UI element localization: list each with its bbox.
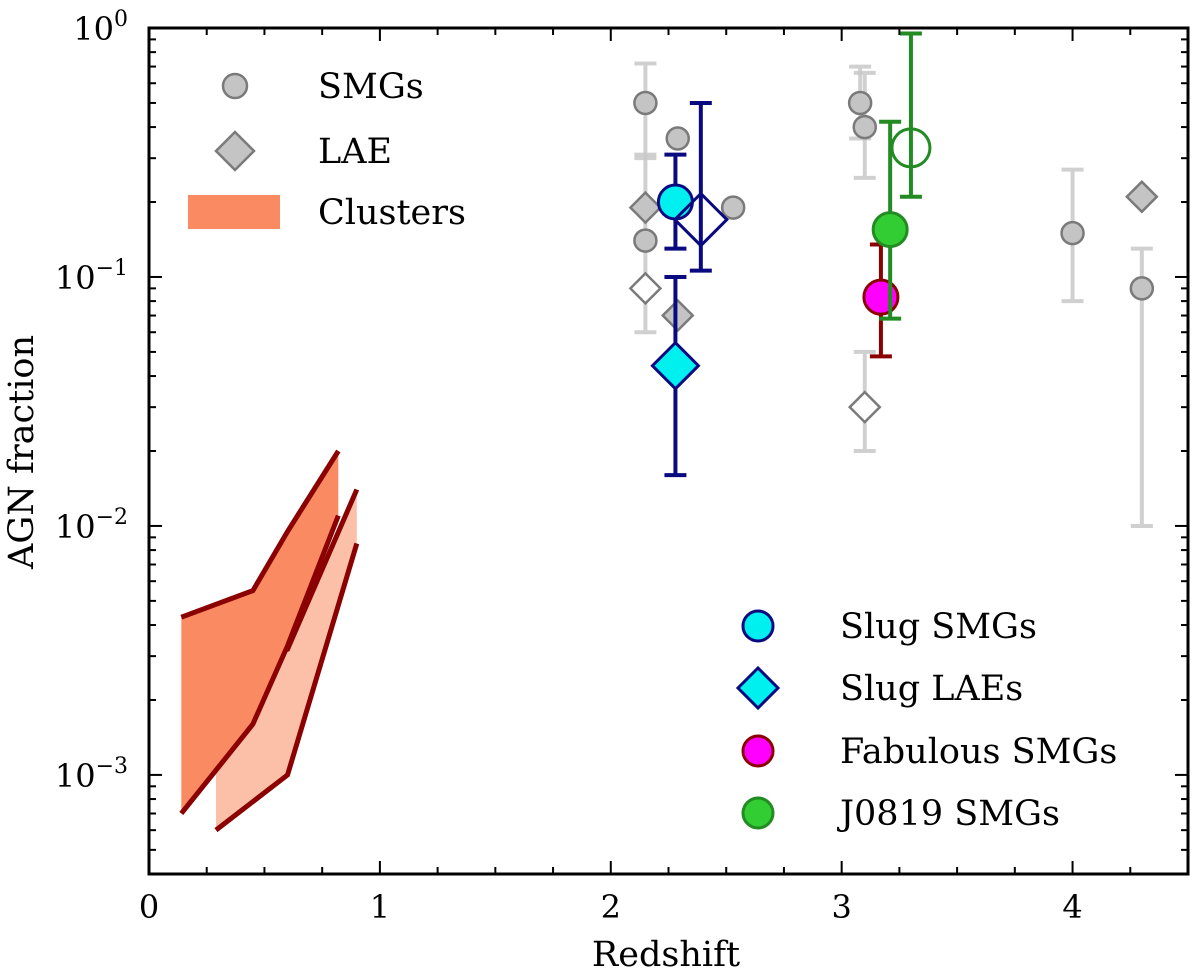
lit-smg-point-6 [1060,220,1085,246]
legends: SMGs LAE Clusters Slug SMGs Slug LAEs Fabulou… [188,67,1117,834]
series-slug-smgs-open-errorbar [689,100,712,273]
lit-smg-point-0 [633,90,658,116]
series-j0819-smgs-open-errorbar [899,31,922,199]
y-tick-label: 10−1 [55,256,128,297]
x-axis-label: Redshift [592,935,740,974]
series-j0819-smgs-open-point [890,127,932,169]
legend-smgs-marker [221,72,249,100]
x-tick-label: 3 [831,888,851,926]
legend-marker-1 [735,665,781,711]
lit-lae-point-0 [628,190,663,225]
series-slug-smgs-point [656,183,694,221]
y-tick-label: 10−3 [55,754,128,795]
legend-label: Fabulous SMGs [840,732,1117,772]
legend-marker-0 [741,609,775,643]
y-tick-label: 10−2 [55,505,128,546]
lit-smg-point-7 [1129,276,1155,301]
legend-label: J0819 SMGs [837,794,1060,834]
axes: 0 1 2 3 4 10−3 10−2 10−1 100 [55,7,1190,926]
lit-lae-point-4 [1125,179,1159,214]
cluster-band-dark-fill [181,451,339,814]
x-tick-label: 2 [601,888,621,926]
data-points [628,31,1159,528]
lit-lae-point-3 [847,390,882,424]
lit-lae-point-1 [660,298,695,333]
cluster-band-light-lower-line [214,542,360,833]
legend-label: Slug SMGs [840,607,1037,647]
cluster-bands [179,449,360,833]
series-j0819-smgs-point [871,211,909,249]
series-slug-smgs-open-point [672,191,729,248]
cluster-band-dark-lower-line [179,514,341,816]
cluster-band-dark-upper-line [180,449,341,620]
y-axis-label: AGN fraction [2,335,42,570]
legend-label: Slug LAEs [840,669,1023,709]
lit-smg-point-5 [852,114,878,140]
legend-clusters-swatch [188,195,280,229]
y-tick-label: 100 [73,7,128,48]
series-slug-laes-point [650,340,701,391]
lit-smg-point-1 [665,126,690,151]
legend-marker-2 [741,734,775,768]
x-tick-label: 4 [1062,888,1082,926]
x-tick-label: 1 [370,888,390,926]
x-tick-label: 0 [139,888,159,926]
lit-smg-point-2 [633,228,658,253]
lit-smg-point-3 [720,195,746,220]
legend-label: LAE [318,132,392,172]
lit-smg-point-4 [847,90,873,116]
legend-marker-3 [741,796,775,830]
series-fabulous-smgs-point [862,278,900,316]
legend-label: SMGs [318,67,424,107]
lit-lae-point-2 [628,271,663,306]
legend-lae-marker [214,130,256,172]
legend-label: Clusters [318,193,466,233]
